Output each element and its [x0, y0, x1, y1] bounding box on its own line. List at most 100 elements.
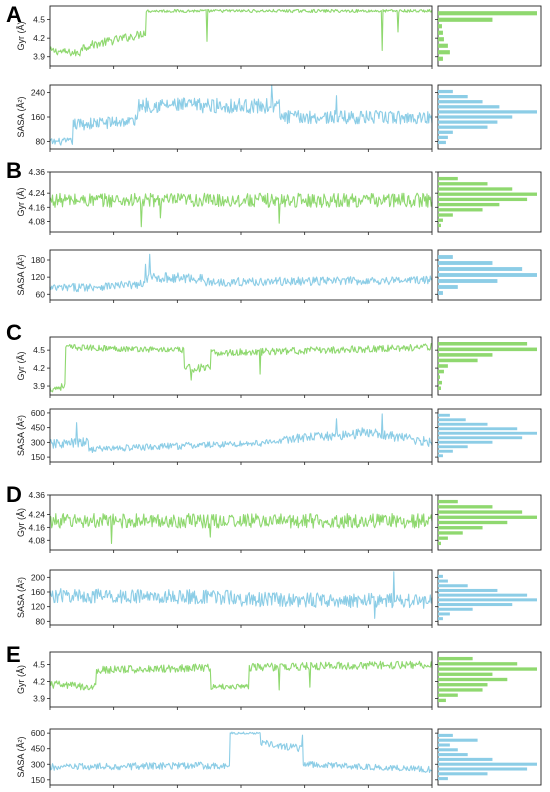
- histogram-bar: [438, 375, 440, 379]
- panel-c-gyr-chart: 3.9 4.2 4.5 Gyr (Å): [16, 336, 542, 398]
- histogram-bar: [438, 358, 478, 363]
- histogram-bar: [438, 499, 458, 504]
- histogram-bar: [438, 50, 450, 55]
- panel-label-e: E: [6, 642, 21, 667]
- distribution-histogram: [435, 336, 542, 396]
- y-tick-label: 150: [31, 452, 45, 462]
- distribution-histogram: [435, 569, 542, 626]
- histogram-bar: [438, 683, 488, 687]
- series-line: [49, 513, 433, 545]
- plot-frame: [49, 651, 433, 708]
- histogram-bar: [438, 672, 493, 676]
- histogram-bar: [438, 273, 537, 277]
- histogram-bar: [438, 267, 523, 271]
- histogram-bar: [438, 656, 473, 661]
- histogram-bar: [438, 579, 448, 583]
- histogram-bar: [438, 202, 500, 207]
- histogram-bar: [438, 192, 537, 196]
- panel-label-c: C: [6, 320, 22, 345]
- histogram-bar: [438, 762, 537, 766]
- y-tick-label: 300: [31, 759, 45, 769]
- y-tick-label: 150: [31, 775, 45, 785]
- histogram-bar: [438, 772, 488, 776]
- distribution-histogram: [435, 494, 542, 551]
- distribution-histogram: [435, 171, 542, 233]
- y-axis-title: Gyr (Å): [16, 665, 26, 694]
- plot-frame: [49, 5, 433, 67]
- y-tick-label: 3.9: [33, 52, 45, 62]
- panel-d-sasa-chart: 80 120 160 200 SASA (Å²): [16, 569, 542, 628]
- histogram-bar: [438, 120, 498, 124]
- y-tick-label: 120: [31, 272, 45, 282]
- histogram-bar: [438, 662, 518, 666]
- distribution-histogram: [435, 408, 542, 463]
- histogram-bar: [438, 593, 528, 597]
- histogram-bar: [438, 418, 466, 422]
- y-tick-label: 300: [31, 437, 45, 447]
- histogram-bar: [438, 285, 458, 289]
- histogram-bar: [438, 574, 443, 578]
- histogram-bar: [438, 255, 453, 259]
- series-line: [49, 413, 433, 454]
- histogram-bar: [438, 743, 450, 747]
- histogram-bar: [438, 413, 450, 417]
- histogram-frame: [437, 336, 542, 396]
- y-tick-label: 4.2: [33, 676, 45, 686]
- y-tick-label: 3.9: [33, 381, 45, 391]
- y-tick-label: 80: [36, 616, 46, 626]
- y-axis-title: Gyr (Å): [16, 22, 26, 51]
- histogram-bar: [438, 208, 483, 212]
- y-tick-label: 4.16: [28, 522, 45, 532]
- histogram-bar: [438, 135, 448, 139]
- y-tick-label: 160: [31, 112, 45, 122]
- histogram-bar: [438, 777, 448, 781]
- y-tick-label: 4.24: [28, 188, 45, 198]
- series-line: [49, 192, 433, 228]
- histogram-bar: [438, 510, 523, 514]
- y-tick-label: 4.08: [28, 216, 45, 226]
- histogram-frame: [437, 5, 542, 67]
- histogram-bar: [438, 369, 444, 374]
- histogram-bar: [438, 342, 528, 346]
- panel-label-d: D: [6, 482, 22, 507]
- histogram-bar: [438, 677, 508, 682]
- histogram-bar: [438, 347, 537, 352]
- histogram-bar: [438, 43, 448, 48]
- histogram-bar: [438, 431, 537, 435]
- y-axis-title: Gyr (Å): [16, 188, 26, 217]
- histogram-bar: [438, 110, 537, 114]
- histogram-bar: [438, 757, 493, 761]
- histogram-bar: [438, 30, 443, 35]
- series-line: [49, 571, 433, 619]
- series-line: [49, 84, 433, 146]
- histogram-bar: [438, 588, 498, 592]
- y-tick-label: 120: [31, 602, 45, 612]
- histogram-bar: [438, 526, 483, 530]
- histogram-bar: [438, 197, 528, 202]
- histogram-bar: [438, 125, 488, 129]
- histogram-bar: [438, 603, 513, 607]
- histogram-bar: [438, 733, 453, 737]
- distribution-histogram: [435, 5, 542, 67]
- histogram-bar: [438, 279, 498, 283]
- histogram-bar: [438, 445, 468, 449]
- histogram-frame: [437, 408, 542, 463]
- panel-b-gyr-chart: 4.08 4.16 4.24 4.36 Gyr (Å): [16, 167, 542, 235]
- histogram-bar: [438, 753, 468, 757]
- y-axis-title: SASA (Å²): [16, 577, 26, 618]
- y-tick-label: 4.16: [28, 202, 45, 212]
- histogram-bar: [438, 223, 441, 228]
- histogram-bar: [438, 213, 453, 217]
- y-tick-label: 200: [31, 572, 45, 582]
- panel-b-sasa-chart: 60 120 180 SASA (Å²): [16, 249, 542, 303]
- plot-frame: [49, 408, 433, 463]
- histogram-bar: [438, 440, 493, 444]
- histogram-bar: [438, 140, 446, 145]
- distribution-histogram: [435, 728, 542, 786]
- histogram-bar: [438, 536, 448, 540]
- y-axis-title: SASA (Å²): [16, 96, 26, 137]
- histogram-bar: [438, 182, 488, 186]
- y-tick-label: 4.36: [28, 167, 45, 177]
